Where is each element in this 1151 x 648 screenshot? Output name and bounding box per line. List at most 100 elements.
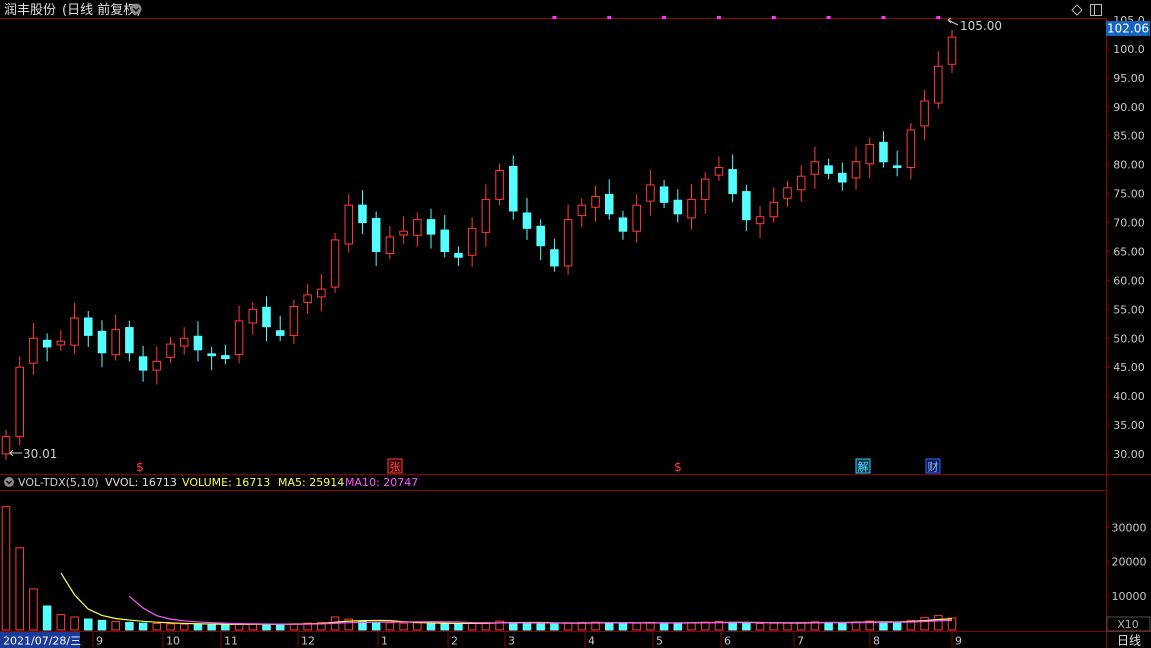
candle-body: [303, 294, 312, 303]
volume-bar: [865, 620, 875, 631]
event-marker-4-label[interactable]: 解: [858, 460, 869, 474]
candle-body: [152, 360, 162, 371]
event-dot: [771, 16, 776, 19]
volume-bar: [70, 616, 79, 631]
candle-body: [97, 330, 107, 354]
volume-bar: [385, 622, 395, 631]
month-label: 6: [724, 635, 731, 648]
vvol-value: VVOL: 16713: [105, 476, 177, 489]
candle-body: [42, 339, 52, 348]
volume-bar: [659, 622, 669, 631]
candle-body: [673, 199, 683, 215]
volume-bar: [810, 621, 820, 631]
candle-body: [166, 343, 175, 358]
candle-body: [125, 327, 134, 354]
low-label: 30.01: [23, 447, 57, 461]
candle-body: [248, 308, 258, 324]
period-button[interactable]: 日线: [1117, 634, 1141, 648]
event-dot: [552, 16, 557, 19]
price-tick-label: 70.00: [1113, 217, 1145, 230]
price-tick-label: 45.00: [1113, 361, 1145, 374]
candle-body: [550, 249, 559, 267]
candle-body: [728, 169, 737, 195]
month-label: 7: [797, 635, 804, 648]
multiplier-box: [1106, 616, 1151, 632]
candle-body: [714, 167, 724, 176]
event-marker-4[interactable]: 解: [855, 458, 871, 474]
candle-body: [604, 193, 614, 215]
volume-bar: [550, 623, 559, 631]
volume-bar: [262, 623, 271, 631]
candle-body: [56, 340, 66, 346]
volume-ma5-line: [60, 572, 953, 625]
panel-frames: [0, 18, 1151, 648]
candlestick-series: [1, 30, 957, 460]
current-price-badge: 102.06: [1107, 22, 1149, 36]
volume-bar: [687, 622, 696, 631]
volume-bar: [221, 624, 230, 631]
high-label-group: 105.00: [947, 17, 1002, 33]
event-marker-2[interactable]: 张: [387, 458, 403, 474]
volume-bar: [906, 619, 916, 631]
volume-bar: [97, 619, 107, 631]
chevron-down-circle-icon[interactable]: [130, 3, 142, 15]
panel-toggle-icon[interactable]: [1090, 4, 1102, 16]
candle-body: [111, 329, 120, 356]
candle-body: [646, 184, 655, 202]
month-label: 8: [873, 635, 880, 648]
volume-bar: [509, 621, 518, 631]
event-marker-1[interactable]: $: [136, 460, 144, 474]
candle-body: [179, 337, 189, 347]
candle-body: [920, 100, 929, 127]
volume-bar: [604, 622, 614, 631]
event-dot: [826, 16, 831, 19]
candle-body: [577, 204, 587, 217]
volume-tick-label: 20000: [1112, 556, 1147, 569]
candle-body: [70, 317, 79, 346]
candle-body: [207, 353, 216, 357]
event-dot: [662, 16, 667, 19]
event-marker-1-label[interactable]: $: [136, 460, 144, 474]
event-marker-2-label[interactable]: 张: [390, 461, 401, 474]
price-tick-label: 100.0: [1113, 43, 1145, 56]
volume-bar: [947, 617, 957, 631]
price-tick-label: 60.00: [1113, 274, 1145, 287]
event-marker-5-label[interactable]: 财: [928, 460, 939, 474]
candle-body: [632, 204, 641, 232]
event-dot: [607, 16, 612, 19]
volume-bar: [769, 622, 779, 631]
event-marker-5[interactable]: 财: [925, 458, 941, 474]
month-label: 5: [656, 635, 663, 648]
candle-body: [591, 195, 600, 208]
volume-bar: [742, 622, 751, 631]
volume-bar: [522, 622, 532, 631]
price-tick-label: 40.00: [1113, 390, 1145, 403]
candle-body: [618, 217, 628, 232]
volume-indicator-name[interactable]: VOL-TDX(5,10): [18, 476, 99, 489]
candle-body: [783, 187, 792, 199]
price-tick-label: 30.00: [1113, 448, 1145, 461]
volume-bar: [892, 621, 902, 631]
candle-body: [810, 161, 820, 175]
price-tick-label: 80.00: [1113, 159, 1145, 172]
candle-body: [385, 236, 395, 254]
candle-body: [1, 436, 11, 455]
volume-bar: [755, 622, 765, 631]
diamond-icon[interactable]: [1071, 4, 1083, 16]
candle-body: [838, 172, 847, 183]
volume-bar: [56, 614, 66, 631]
candle-body: [138, 356, 148, 371]
chevron-down-circle-icon[interactable]: [4, 477, 14, 487]
price-tick-label: 95.00: [1113, 72, 1145, 85]
candle-body: [769, 201, 779, 218]
volume-value: VOLUME: 16713: [182, 476, 270, 489]
volume-bar: [838, 622, 847, 631]
event-marker-3[interactable]: $: [674, 460, 682, 474]
month-label: 11: [224, 635, 238, 648]
volume-bar: [152, 622, 162, 631]
month-label: 2: [451, 635, 458, 648]
candle-body: [275, 330, 285, 336]
volume-bar: [42, 605, 52, 631]
event-marker-3-label[interactable]: $: [674, 460, 682, 474]
